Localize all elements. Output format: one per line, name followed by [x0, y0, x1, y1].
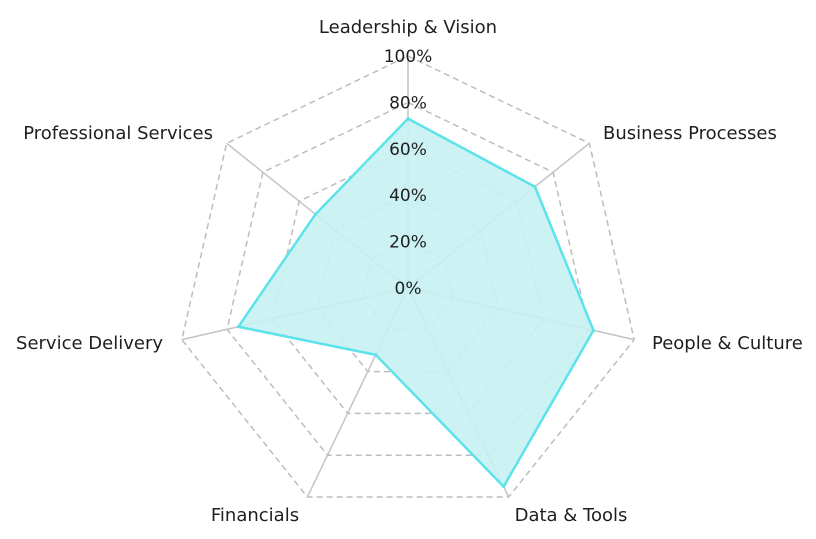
series-area-0 — [237, 117, 595, 488]
category-label: Data & Tools — [515, 505, 628, 526]
data-point-6 — [313, 212, 317, 216]
category-label: Leadership & Vision — [319, 17, 497, 38]
series-layer — [236, 117, 595, 489]
grid-ring-100 — [181, 55, 635, 498]
data-point-5 — [236, 325, 240, 329]
tick-labels: 0% 20% 40% 60% 80% 100% — [384, 47, 433, 299]
data-point-3 — [502, 485, 506, 489]
category-label: People & Culture — [652, 333, 803, 354]
tick-label: 20% — [389, 233, 427, 253]
category-label: Service Delivery — [16, 333, 163, 354]
tick-label: 100% — [384, 47, 433, 67]
tick-label: 60% — [389, 140, 427, 160]
data-point-1 — [533, 185, 537, 189]
tick-label: 0% — [395, 279, 422, 299]
category-label: Business Processes — [603, 123, 777, 144]
data-point-4 — [374, 353, 378, 357]
grid-ring-80 — [226, 101, 590, 456]
data-point-2 — [591, 328, 595, 332]
category-labels: Leadership & Vision Business Processes Peo… — [16, 17, 803, 526]
category-label: Professional Services — [23, 123, 213, 144]
tick-label: 40% — [389, 186, 427, 206]
tick-label: 80% — [389, 93, 427, 113]
category-label: Financials — [211, 505, 299, 526]
data-point-0 — [406, 117, 410, 121]
